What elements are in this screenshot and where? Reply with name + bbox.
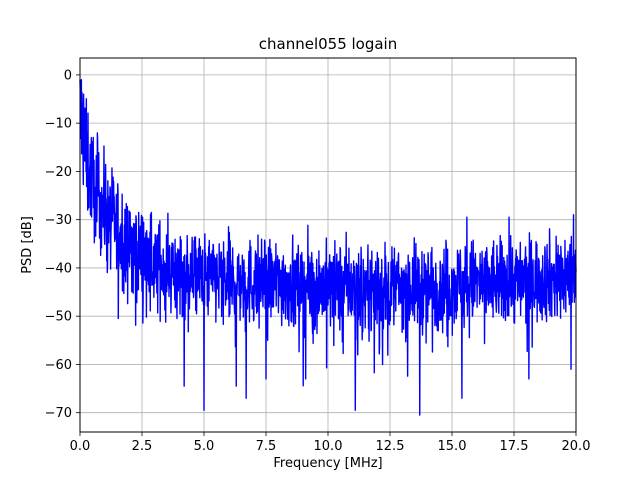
x-axis: 0.0 2.5 5.0 7.5 10.0 12.5 15.0 17.5 20.0 bbox=[70, 432, 591, 454]
psd-series-line bbox=[79, 79, 577, 416]
y-tick-label: −20 bbox=[45, 165, 72, 180]
x-tick-label: 17.5 bbox=[500, 439, 529, 454]
y-tick-label: −70 bbox=[45, 406, 72, 421]
y-tick-label: −50 bbox=[45, 310, 72, 325]
chart-title: channel055 logain bbox=[259, 35, 398, 53]
y-axis: 0 −10 −20 −30 −40 −50 −60 −70 bbox=[45, 68, 80, 421]
x-tick-label: 5.0 bbox=[194, 439, 215, 454]
x-tick-label: 20.0 bbox=[562, 439, 591, 454]
x-tick-label: 15.0 bbox=[438, 439, 467, 454]
y-tick-label: −30 bbox=[45, 213, 72, 228]
x-tick-label: 0.0 bbox=[70, 439, 91, 454]
y-tick-label: −60 bbox=[45, 358, 72, 373]
x-axis-label: Frequency [MHz] bbox=[273, 456, 382, 471]
y-tick-label: −10 bbox=[45, 117, 72, 132]
x-tick-label: 12.5 bbox=[376, 439, 405, 454]
x-tick-label: 10.0 bbox=[314, 439, 343, 454]
y-axis-label: PSD [dB] bbox=[20, 216, 35, 274]
series-group bbox=[79, 79, 577, 416]
y-tick-label: −40 bbox=[45, 261, 72, 276]
y-tick-label: 0 bbox=[64, 68, 72, 83]
x-tick-label: 2.5 bbox=[132, 439, 153, 454]
x-tick-label: 7.5 bbox=[256, 439, 277, 454]
